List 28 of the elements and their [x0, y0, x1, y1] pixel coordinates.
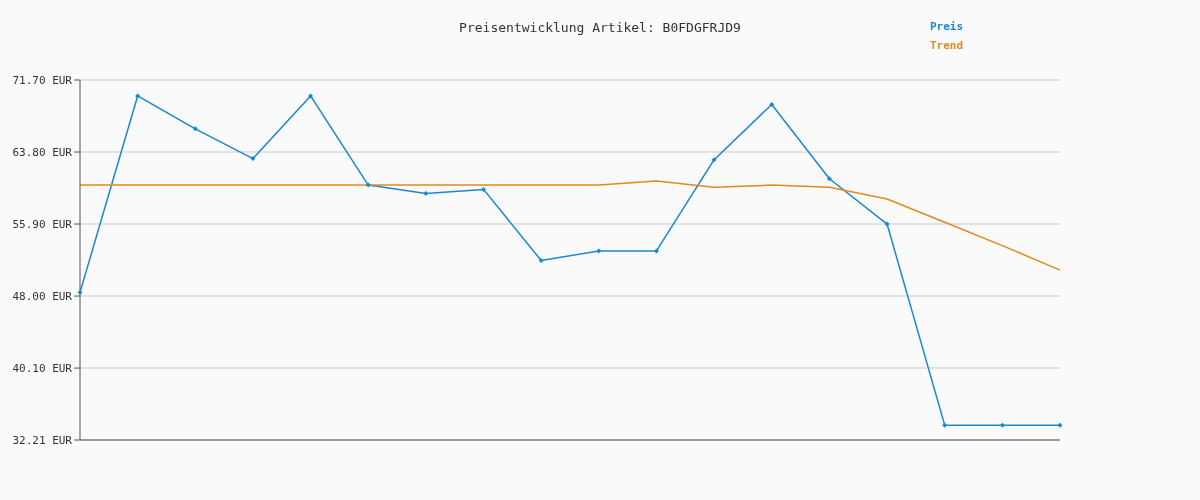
point: [538, 258, 544, 263]
point: [711, 157, 717, 163]
text: Preis: [930, 20, 965, 33]
point: [365, 182, 371, 188]
y-tick-label: 32.21 EUR: [12, 433, 73, 447]
line-series: [79, 180, 1061, 271]
point: [1057, 422, 1063, 428]
point: [653, 248, 659, 254]
y-tick-label: 48.00 EUR: [12, 289, 73, 303]
point: [77, 289, 83, 295]
y-tick-label: 40.10 EUR: [12, 361, 73, 375]
point: [596, 248, 602, 254]
point: [769, 101, 775, 107]
chart-title: Preisentwicklung Artikel: B0FDGFRJD9: [459, 20, 741, 35]
y-tick-label: 63.80 EUR: [12, 145, 73, 159]
point: [250, 156, 256, 162]
y-tick-label: 71.70 EUR: [12, 73, 73, 87]
point: [135, 93, 141, 99]
point: [884, 221, 890, 227]
point: [308, 93, 314, 99]
text: Trend: [930, 39, 965, 52]
point: [423, 191, 429, 197]
point: [192, 126, 198, 132]
y-tick-label: 55.90 EUR: [12, 217, 73, 231]
point: [999, 422, 1005, 428]
point: [826, 176, 832, 182]
point: [481, 186, 487, 192]
point: [942, 422, 948, 428]
